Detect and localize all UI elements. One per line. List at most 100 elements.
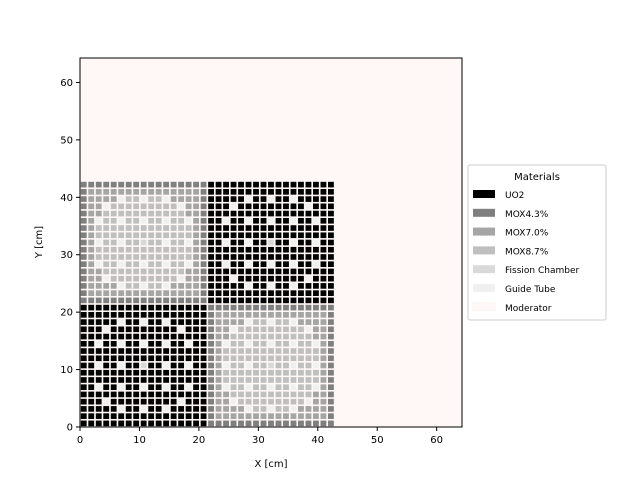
fuel-pin [110,355,117,362]
fuel-pin [155,333,162,340]
fuel-pin [170,239,177,246]
fuel-pin [305,398,312,405]
fuel-pin [133,189,140,195]
fuel-pin [80,398,87,405]
fuel-pin [305,312,312,318]
fuel-pin [313,406,319,412]
fuel-pin [230,348,237,354]
fuel-pin [305,232,312,239]
fuel-pin [148,275,155,282]
fuel-pin [223,319,229,325]
fuel-pin [215,391,222,398]
fuel-pin [320,196,327,202]
fuel-pin [290,189,297,195]
fuel-pin [125,312,132,318]
fuel-pin [268,398,274,405]
fuel-pin [163,275,170,282]
fuel-pin [230,384,237,391]
fuel-pin [260,225,267,231]
x-tick-label: 20 [193,435,206,446]
fuel-pin [155,384,162,391]
fuel-pin [290,333,297,340]
fuel-pin [260,261,267,268]
fuel-pin [170,304,177,311]
fuel-pin [178,398,185,405]
fuel-pin [313,304,319,311]
fuel-pin [155,239,162,246]
fuel-pin [163,268,170,275]
fuel-pin [170,391,177,398]
fuel-pin [283,225,289,231]
fuel-pin [253,290,259,296]
fuel-pin [170,290,177,296]
fuel-pin [238,391,244,398]
fuel-pin [118,398,125,405]
fuel-pin [298,319,304,325]
fuel-pin [260,391,267,398]
fuel-pin [80,319,87,325]
fuel-pin [200,283,207,289]
fuel-pin [170,319,177,325]
fuel-pin [80,384,87,391]
fuel-pin [238,261,244,268]
fuel-pin [193,362,200,369]
fuel-pin [208,362,214,369]
fuel-pin [290,275,297,282]
fuel-pin [320,232,327,239]
fuel-pin [125,362,132,369]
fuel-pin [118,268,125,275]
fuel-pin [110,246,117,253]
fuel-pin [208,254,214,260]
fuel-pin [275,275,282,282]
fuel-pin [163,196,170,202]
fuel-pin [290,304,297,311]
fuel-pin [110,420,117,427]
fuel-pin [110,297,117,304]
fuel-pin [238,268,244,275]
fuel-pin [298,189,304,195]
fuel-pin [200,312,207,318]
fuel-pin [155,304,162,311]
fuel-pin [230,217,237,224]
fuel-pin [163,340,170,347]
fuel-pin [133,333,140,340]
fuel-pin [260,239,267,246]
fuel-pin [118,254,125,260]
fuel-pin [275,196,282,202]
fuel-pin [170,384,177,391]
fuel-pin [148,333,155,340]
fuel-pin [148,290,155,296]
fuel-pin [155,362,162,369]
fuel-pin [260,254,267,260]
fuel-pin [208,304,214,311]
fuel-pin [133,312,140,318]
fuel-pin [208,420,214,427]
fuel-pin [238,189,244,195]
fuel-pin [298,312,304,318]
fuel-pin [230,340,237,347]
fuel-pin [215,340,222,347]
fuel-pin [193,304,200,311]
fuel-pin [133,340,140,347]
fuel-pin [80,232,87,239]
fuel-pin [170,369,177,376]
fuel-pin [268,283,274,289]
fuel-pin [275,297,282,304]
fuel-pin [290,362,297,369]
fuel-pin [215,348,222,354]
fuel-pin [193,246,200,253]
fuel-pin [223,254,229,260]
fuel-pin [253,189,259,195]
legend-swatch [473,227,495,236]
fuel-pin [125,340,132,347]
fuel-pin [103,340,110,347]
fuel-pin [133,232,140,239]
fuel-pin [140,304,147,311]
fuel-pin [88,406,95,412]
fuel-pin [110,362,117,369]
fuel-pin [313,377,319,383]
fuel-pin [313,283,319,289]
fuel-pin [140,333,147,340]
fuel-pin [320,333,327,340]
fuel-pin [140,217,147,224]
